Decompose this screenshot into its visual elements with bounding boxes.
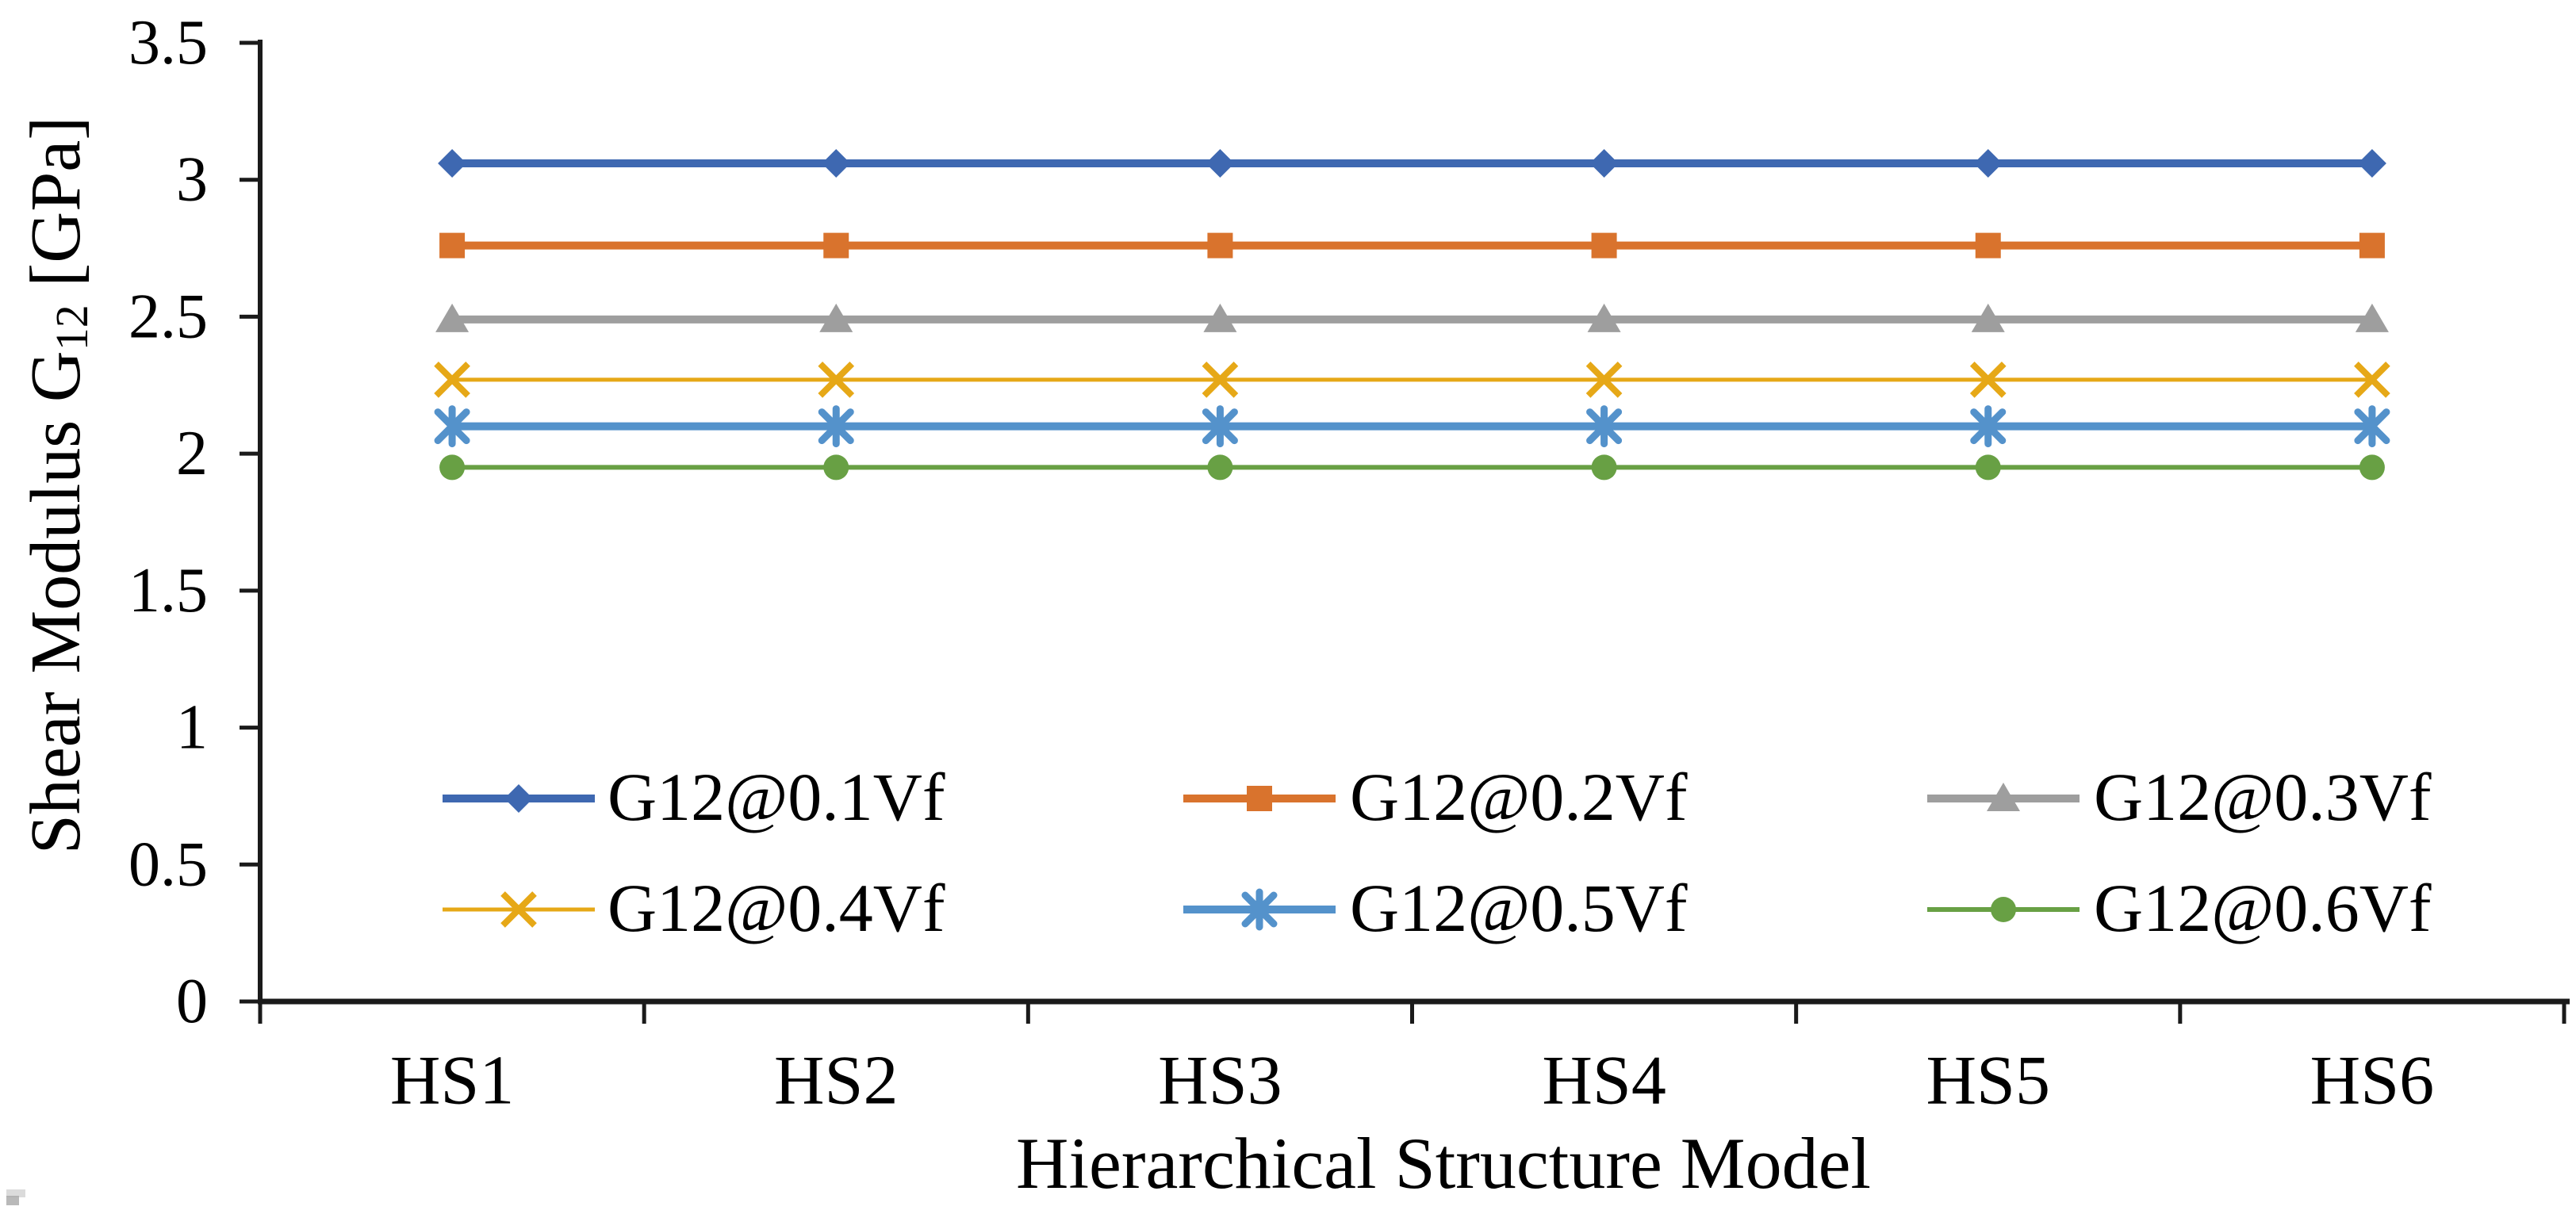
legend-swatch-marker-G12@0.3Vf xyxy=(1987,783,2020,811)
legend-label-G12@0.2Vf: G12@0.2Vf xyxy=(1350,759,1688,835)
series-marker-G12@0.2Vf xyxy=(1591,232,1617,259)
category-label-HS1: HS1 xyxy=(390,1043,515,1120)
category-label-HS5: HS5 xyxy=(1926,1043,2051,1120)
series-marker-G12@0.5Vf xyxy=(818,405,854,448)
series-marker-G12@0.6Vf xyxy=(439,454,466,481)
legend-label-G12@0.5Vf: G12@0.5Vf xyxy=(1350,870,1688,946)
category-label-HS3: HS3 xyxy=(1158,1043,1282,1120)
series-marker-G12@0.4Vf xyxy=(818,362,855,398)
series-marker-G12@0.2Vf xyxy=(439,232,466,259)
series-marker-G12@0.3Vf xyxy=(2355,303,2389,332)
series-marker-G12@0.3Vf xyxy=(1971,303,2005,332)
y-tick-label: 2.5 xyxy=(128,281,208,351)
series-marker-G12@0.4Vf xyxy=(1202,362,1239,398)
series-marker-G12@0.3Vf xyxy=(1203,303,1237,332)
y-tick-label: 3.5 xyxy=(128,8,208,78)
series-marker-G12@0.3Vf xyxy=(1587,303,1621,332)
series-marker-G12@0.2Vf xyxy=(1975,232,2001,259)
legend-swatch-marker-G12@0.1Vf xyxy=(504,784,533,813)
y-tick-label: 0 xyxy=(176,967,208,1036)
series-marker-G12@0.5Vf xyxy=(434,405,470,448)
category-label-HS4: HS4 xyxy=(1542,1043,1666,1120)
legend-swatch-marker-G12@0.2Vf xyxy=(1247,786,1272,811)
y-tick-label: 3 xyxy=(176,145,208,215)
series-marker-G12@0.6Vf xyxy=(2359,454,2385,481)
legend-swatch-marker-G12@0.6Vf xyxy=(1991,897,2016,922)
legend-swatch-marker-G12@0.5Vf xyxy=(1241,888,1278,931)
legend-swatch-marker-G12@0.4Vf xyxy=(500,891,537,928)
series-marker-G12@0.3Vf xyxy=(819,303,853,332)
series-marker-G12@0.3Vf xyxy=(435,303,470,332)
series-marker-G12@0.4Vf xyxy=(1585,362,1623,398)
series-marker-G12@0.2Vf xyxy=(2359,232,2385,259)
series-marker-G12@0.1Vf xyxy=(1973,148,2003,178)
series-marker-G12@0.1Vf xyxy=(438,148,467,178)
legend-label-G12@0.3Vf: G12@0.3Vf xyxy=(2094,759,2432,835)
corner-artifact xyxy=(6,1189,25,1197)
y-tick-label: 1 xyxy=(176,693,208,763)
series-marker-G12@0.5Vf xyxy=(1202,405,1238,448)
series-marker-G12@0.6Vf xyxy=(1975,454,2001,481)
chart-root: 0 0.5 1 1.5 2 2.5 3 3.5 HS1 HS2 HS3 HS4 HS5 HS6 G12@0.… xyxy=(6,8,2570,1205)
corner-artifact xyxy=(6,1196,19,1205)
series-marker-G12@0.5Vf xyxy=(2354,405,2390,448)
series-marker-G12@0.2Vf xyxy=(1207,232,1233,259)
series-marker-G12@0.4Vf xyxy=(434,362,470,398)
x-axis-title: Hierarchical Structure Model xyxy=(1016,1123,1871,1204)
series-marker-G12@0.6Vf xyxy=(1591,454,1617,481)
y-tick-label: 2 xyxy=(176,419,208,488)
series-marker-G12@0.2Vf xyxy=(823,232,849,259)
y-tick-label: 1.5 xyxy=(128,556,208,626)
series-marker-G12@0.6Vf xyxy=(823,454,849,481)
series-marker-G12@0.1Vf xyxy=(2357,148,2386,178)
series-marker-G12@0.5Vf xyxy=(1970,405,2007,448)
series-marker-G12@0.6Vf xyxy=(1207,454,1233,481)
y-axis-title: Shear Modulus G12 [GPa] xyxy=(17,117,98,854)
category-label-HS6: HS6 xyxy=(2310,1043,2435,1120)
series-marker-G12@0.4Vf xyxy=(1969,362,2007,398)
series-marker-G12@0.1Vf xyxy=(1206,148,1235,178)
y-tick-label: 0.5 xyxy=(128,829,208,899)
category-label-HS2: HS2 xyxy=(774,1043,899,1120)
legend-label-G12@0.6Vf: G12@0.6Vf xyxy=(2094,870,2432,946)
legend-label-G12@0.4Vf: G12@0.4Vf xyxy=(608,870,945,946)
series-marker-G12@0.4Vf xyxy=(2354,362,2390,398)
legend-label-G12@0.1Vf: G12@0.1Vf xyxy=(608,759,945,835)
series-marker-G12@0.1Vf xyxy=(822,148,851,178)
series-marker-G12@0.1Vf xyxy=(1589,148,1619,178)
series-marker-G12@0.5Vf xyxy=(1586,405,1623,448)
